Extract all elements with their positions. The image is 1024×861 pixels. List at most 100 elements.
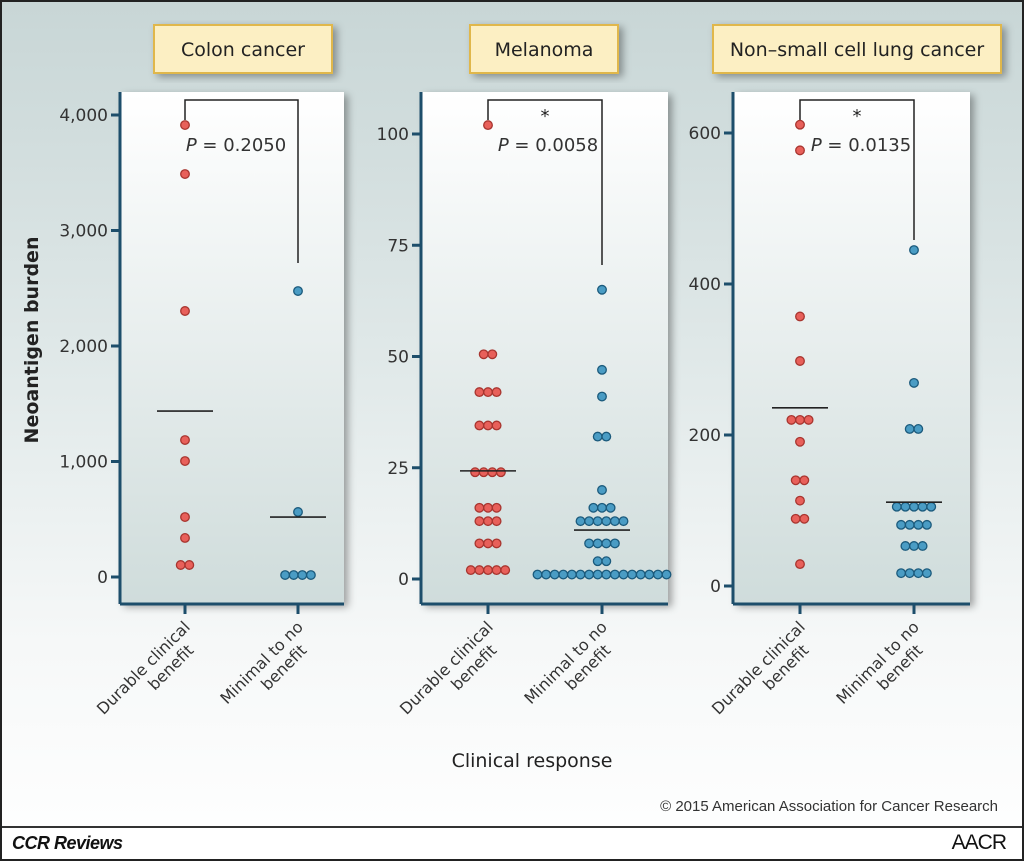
data-point bbox=[500, 565, 511, 576]
data-point bbox=[180, 456, 190, 466]
y-tick-label: 25 bbox=[387, 459, 409, 479]
data-point bbox=[790, 475, 801, 486]
journal-name: CCR Reviews bbox=[12, 833, 123, 853]
data-point bbox=[909, 541, 919, 551]
x-tick-label: Durable clinicalbenefit bbox=[708, 617, 822, 731]
p-symbol: P bbox=[498, 135, 515, 156]
data-point bbox=[627, 569, 638, 580]
panel-title-box bbox=[712, 24, 1002, 74]
data-point bbox=[795, 311, 805, 322]
data-point bbox=[592, 556, 603, 567]
y-tick-label: 100 bbox=[377, 125, 409, 145]
data-point bbox=[601, 516, 612, 527]
data-point bbox=[900, 501, 911, 512]
data-point bbox=[483, 502, 493, 513]
significance-bracket bbox=[487, 99, 603, 265]
data-point bbox=[661, 569, 672, 580]
x-tick-label: Durable clinicalbenefit bbox=[93, 617, 207, 731]
p-value-label: P = 0.0058 bbox=[498, 135, 598, 156]
data-point bbox=[483, 538, 493, 549]
data-point bbox=[891, 501, 902, 512]
plot-area bbox=[421, 92, 668, 604]
data-point bbox=[795, 436, 805, 447]
data-point bbox=[909, 501, 919, 512]
data-point bbox=[474, 565, 485, 576]
data-point bbox=[597, 502, 607, 513]
data-point bbox=[909, 377, 919, 388]
panel-title: Colon cancer bbox=[181, 39, 305, 61]
p-symbol: P bbox=[811, 135, 828, 156]
y-tick-label: 1,000 bbox=[59, 453, 108, 473]
data-point bbox=[592, 516, 603, 527]
data-point bbox=[921, 519, 932, 530]
data-point bbox=[592, 431, 603, 442]
data-point bbox=[644, 569, 655, 580]
data-point bbox=[795, 495, 805, 506]
data-point bbox=[491, 387, 502, 398]
data-point bbox=[904, 568, 915, 579]
data-point bbox=[609, 569, 620, 580]
y-tick-label: 0 bbox=[398, 570, 409, 590]
p-value: = 0.0135 bbox=[827, 135, 911, 156]
data-point bbox=[575, 569, 586, 580]
data-point bbox=[601, 556, 612, 567]
plot-area bbox=[733, 92, 970, 604]
aacr-logo: AACR bbox=[951, 831, 1007, 854]
data-point bbox=[609, 516, 620, 527]
data-point bbox=[483, 516, 493, 527]
data-point bbox=[609, 538, 620, 549]
data-point bbox=[491, 538, 502, 549]
panel-1: Melanoma 0 25 50 75 100 Durable clinicalbenefi… bbox=[377, 24, 672, 718]
y-tick-label: 0 bbox=[710, 577, 721, 597]
data-point bbox=[605, 502, 616, 513]
data-point bbox=[184, 560, 195, 570]
data-point bbox=[618, 516, 629, 527]
panel-title: Melanoma bbox=[495, 39, 594, 61]
data-point bbox=[280, 570, 291, 580]
data-point bbox=[180, 169, 190, 179]
data-point bbox=[795, 414, 805, 425]
data-point bbox=[584, 569, 595, 580]
data-point bbox=[180, 306, 190, 316]
data-point bbox=[597, 391, 607, 402]
data-point bbox=[305, 570, 316, 580]
panel-title-box bbox=[469, 24, 619, 74]
data-point bbox=[180, 533, 190, 543]
data-point bbox=[465, 565, 476, 576]
data-point bbox=[921, 568, 932, 579]
data-point bbox=[592, 569, 603, 580]
y-tick-label: 75 bbox=[387, 236, 409, 256]
significance-star: * bbox=[853, 106, 862, 127]
data-point bbox=[904, 519, 915, 530]
data-point bbox=[917, 501, 928, 512]
data-point bbox=[592, 538, 603, 549]
significance-star: * bbox=[541, 106, 550, 127]
data-point bbox=[900, 541, 911, 551]
data-point bbox=[795, 145, 805, 156]
data-point bbox=[532, 569, 543, 580]
data-point bbox=[487, 349, 498, 360]
data-point bbox=[786, 414, 797, 425]
y-tick-label: 600 bbox=[689, 124, 721, 144]
data-point bbox=[175, 560, 186, 570]
data-point bbox=[491, 565, 502, 576]
data-point bbox=[926, 501, 937, 512]
data-point bbox=[478, 349, 489, 360]
y-tick-label: 0 bbox=[97, 568, 108, 588]
data-point bbox=[799, 513, 810, 524]
data-point bbox=[491, 420, 502, 431]
data-point bbox=[474, 502, 485, 513]
p-value: = 0.0058 bbox=[514, 135, 598, 156]
data-point bbox=[618, 569, 629, 580]
data-point bbox=[180, 120, 190, 130]
data-point bbox=[297, 570, 308, 580]
data-point bbox=[790, 513, 801, 524]
data-point bbox=[478, 467, 489, 478]
copyright-text: © 2015 American Association for Cancer R… bbox=[660, 798, 998, 815]
data-point bbox=[913, 519, 924, 530]
p-value-label: P = 0.0135 bbox=[811, 135, 911, 156]
data-point bbox=[470, 467, 481, 478]
x-tick-label: Minimal to nobenefit bbox=[216, 617, 320, 721]
data-point bbox=[601, 538, 612, 549]
